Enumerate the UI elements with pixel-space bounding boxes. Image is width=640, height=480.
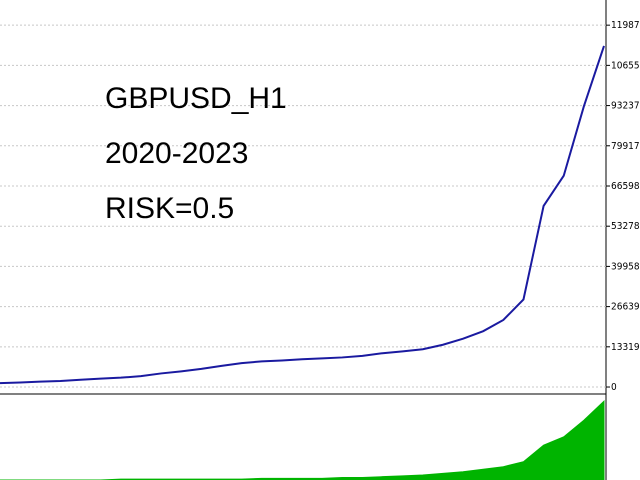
- annotation: 2020-2023: [105, 137, 248, 170]
- y-tick-label: 665982: [611, 181, 640, 192]
- y-tick-label: 133196: [611, 342, 640, 353]
- equity-line: [0, 45, 605, 385]
- y-tick-label: 932375: [611, 101, 640, 112]
- y-tick-label: 399589: [611, 261, 640, 272]
- annotation: GBPUSD_H1: [105, 82, 287, 115]
- annotation: RISK=0.5: [105, 192, 234, 225]
- y-tick-label: 1198768: [611, 20, 640, 31]
- y-tick-label: 1065572: [611, 60, 640, 71]
- y-tick-label: 0: [611, 382, 617, 393]
